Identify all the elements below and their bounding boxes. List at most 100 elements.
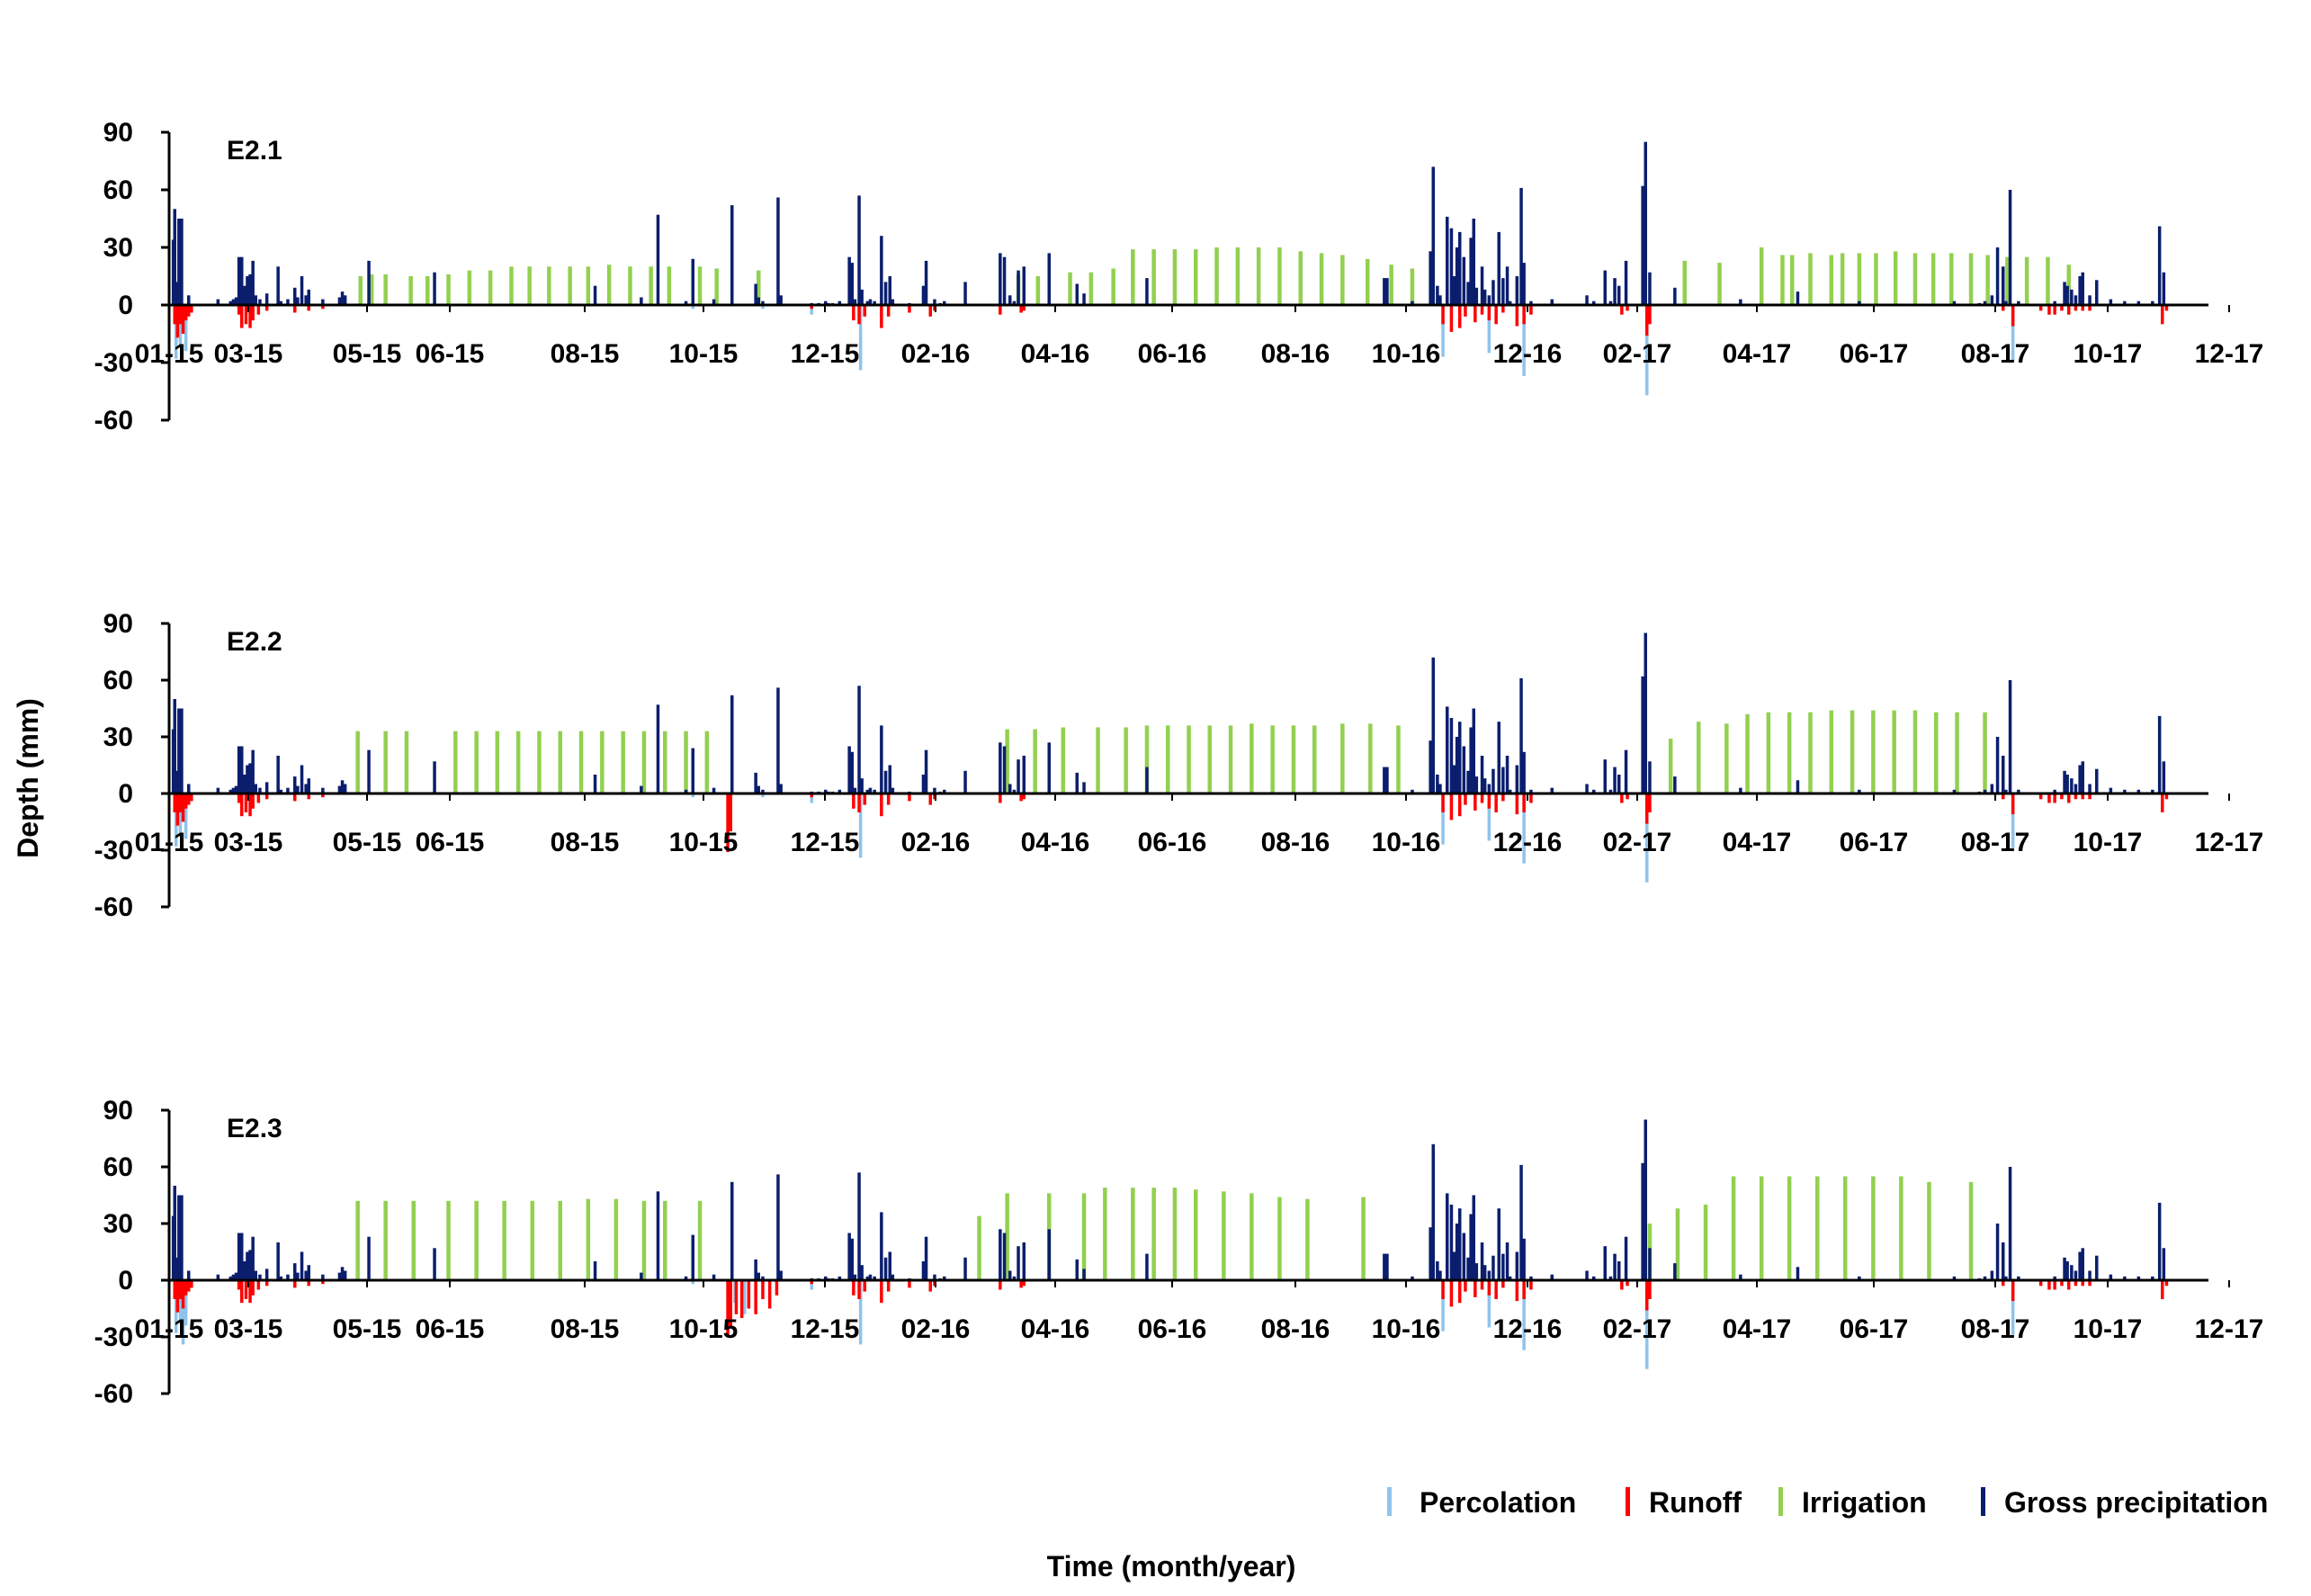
runoff-bar	[187, 794, 191, 805]
runoff-bar	[237, 794, 241, 803]
precipitation-bar	[173, 209, 176, 305]
irrigation-bar	[1035, 276, 1041, 305]
precipitation-bar	[1022, 266, 1026, 305]
precipitation-bar	[891, 787, 895, 794]
precipitation-bar	[1990, 784, 1994, 794]
precipitation-bar	[216, 299, 220, 305]
irrigation-bar	[1396, 725, 1401, 794]
percolation-bar	[2011, 1280, 2015, 1335]
irrigation-bar	[1222, 1191, 1226, 1280]
precipitation-bar	[2078, 276, 2082, 305]
precipitation-bar	[254, 1270, 257, 1280]
precipitation-bar	[1522, 751, 1526, 794]
precipitation-bar	[293, 287, 297, 305]
x-tick-label: 06-17	[1840, 828, 1909, 857]
percolation-bar	[1441, 1280, 1445, 1331]
precipitation-bar	[1472, 219, 1475, 305]
precipitation-bar	[847, 256, 851, 305]
runoff-bar	[863, 305, 866, 317]
precipitation-bar	[2002, 266, 2005, 305]
irrigation-bar	[488, 270, 493, 305]
precipitation-bar	[684, 789, 688, 794]
runoff-bar	[880, 794, 883, 817]
precipitation-bar	[321, 299, 325, 305]
runoff-bar	[1515, 305, 1519, 327]
precipitation-bar	[2078, 1251, 2082, 1280]
runoff-bar	[256, 305, 261, 315]
runoff-bar	[181, 794, 185, 822]
precipitation-bar	[234, 785, 238, 794]
runoff-bar	[307, 1280, 310, 1287]
precipitation-bar	[2063, 770, 2066, 794]
precipitation-bar	[187, 295, 191, 305]
x-tick-label: 04-16	[1021, 1314, 1090, 1344]
precipitation-bar	[1624, 1236, 1628, 1280]
irrigation-bar	[1172, 249, 1178, 305]
runoff-bar	[767, 1280, 772, 1309]
irrigation-bar	[1871, 1176, 1876, 1280]
irrigation-bar	[1124, 727, 1128, 794]
precipitation-bar	[2008, 190, 2012, 305]
y-tick-label: 0	[118, 291, 133, 320]
x-tick-label: 06-15	[416, 1314, 485, 1344]
runoff-bar	[1019, 1280, 1023, 1288]
precipitation-bar	[1641, 185, 1644, 305]
runoff-bar	[908, 305, 911, 313]
precipitation-bar	[228, 300, 233, 305]
runoff-bar	[2081, 1280, 2084, 1287]
precipitation-bar	[891, 299, 895, 305]
precipitation-bar	[433, 272, 436, 305]
irrigation-bar	[586, 1198, 591, 1280]
precipitation-bar	[779, 295, 783, 305]
runoff-bar	[175, 1280, 180, 1313]
runoff-bar	[173, 1280, 176, 1299]
irrigation-bar	[1103, 1188, 1107, 1280]
precipitation-bar	[231, 299, 236, 305]
irrigation-bar	[383, 1200, 388, 1280]
runoff-bar	[1487, 305, 1491, 321]
precipitation-bar	[1462, 1233, 1466, 1280]
irrigation-bar	[474, 1200, 479, 1280]
precipitation-bar	[240, 746, 244, 794]
precipitation-bar	[2136, 300, 2141, 305]
precipitation-bar	[1449, 228, 1454, 305]
precipitation-bar	[924, 260, 928, 305]
x-tick-label: 02-17	[1603, 828, 1672, 857]
irrigation-bar	[1277, 247, 1282, 305]
precipitation-bar	[258, 299, 262, 305]
irrigation-bar	[568, 266, 572, 305]
precipitation-bar	[1022, 1242, 1026, 1280]
precipitation-bar	[2065, 775, 2069, 794]
runoff-bar	[852, 305, 855, 321]
irrigation-bar	[1968, 1181, 1974, 1280]
runoff-bar	[187, 1280, 191, 1292]
precipitation-bar	[286, 1274, 290, 1280]
precipitation-bar	[712, 787, 716, 794]
precipitation-bar	[2074, 1270, 2078, 1280]
precipitation-bar	[2081, 1248, 2084, 1280]
irrigation-bar	[704, 731, 710, 794]
precipitation-bar	[1411, 789, 1414, 794]
x-tick-label: 04-16	[1021, 828, 1090, 857]
precipitation-bar	[2123, 300, 2127, 305]
precipitation-bar	[1075, 772, 1079, 794]
precipitation-bar	[1429, 740, 1432, 794]
precipitation-bar	[1487, 1270, 1491, 1280]
irrigation-bar	[2005, 256, 2010, 305]
runoff-bar	[190, 305, 193, 313]
precipitation-bar	[850, 263, 854, 305]
precipitation-bar	[1452, 276, 1456, 305]
precipitation-bar	[1082, 1269, 1086, 1280]
y-tick-label: 90	[103, 1096, 133, 1125]
precipitation-bar	[865, 300, 870, 305]
precipitation-bar	[838, 789, 842, 794]
precipitation-bar	[216, 1274, 220, 1280]
percolation-bar	[181, 1280, 185, 1345]
irrigation-bar	[537, 731, 542, 794]
precipitation-bar	[1429, 251, 1432, 305]
x-tick-label: 12-17	[2195, 1314, 2264, 1344]
precipitation-bar	[1487, 295, 1491, 305]
precipitation-bar	[1592, 300, 1596, 305]
runoff-bar	[886, 794, 891, 805]
